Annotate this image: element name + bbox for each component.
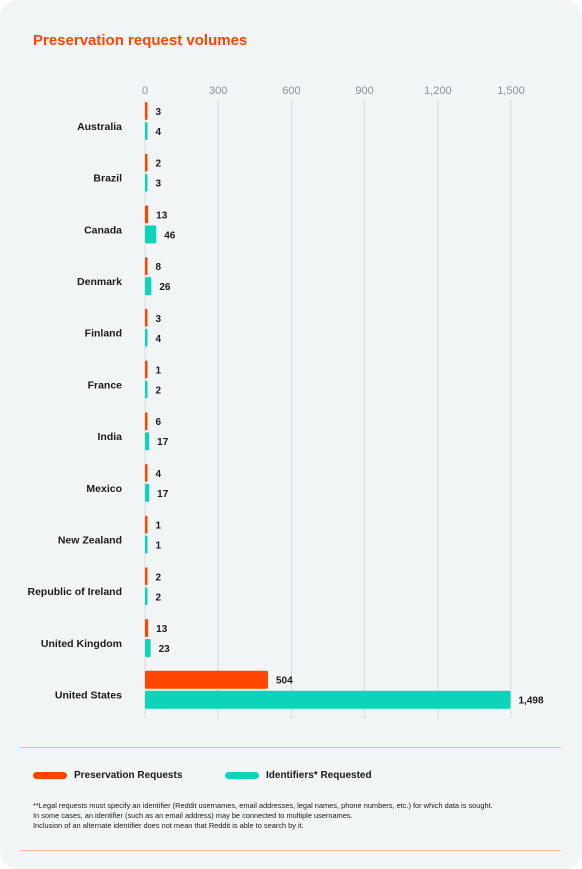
bar-identifiers-requested bbox=[145, 328, 148, 347]
x-tick-label: 900 bbox=[355, 85, 373, 97]
bar-identifiers-requested bbox=[145, 432, 150, 451]
footnote-bottom-divider bbox=[20, 850, 561, 851]
data-label: 46 bbox=[164, 230, 176, 241]
category-label: Finland bbox=[85, 328, 122, 340]
footnote-line: Inclusion of an alternate identifier doe… bbox=[33, 821, 304, 830]
bar-preservation-requests bbox=[145, 257, 148, 276]
legend-label-identifiers-requested: Identifiers* Requested bbox=[266, 769, 372, 781]
category-label: Mexico bbox=[86, 483, 122, 495]
bar-identifiers-requested bbox=[145, 690, 511, 709]
data-label: 3 bbox=[156, 179, 162, 190]
bar-identifiers-requested bbox=[145, 122, 148, 140]
bar-identifiers-requested bbox=[145, 173, 148, 192]
footnote-line: In some cases, an identifier (such as an… bbox=[33, 811, 353, 820]
x-tick-label: 1,200 bbox=[424, 85, 452, 97]
legend-swatch-preservation-requests bbox=[33, 771, 67, 779]
bar-identifiers-requested bbox=[145, 225, 157, 244]
data-label: 13 bbox=[156, 210, 168, 221]
x-tick-label: 600 bbox=[282, 85, 300, 97]
category-label: United Kingdom bbox=[41, 638, 122, 650]
data-label: 3 bbox=[156, 107, 162, 118]
data-label: 2 bbox=[156, 159, 162, 170]
footnote-line: **Legal requests must specify an identif… bbox=[33, 801, 493, 810]
data-label: 23 bbox=[159, 644, 171, 655]
x-tick-label: 300 bbox=[209, 85, 227, 97]
bar-preservation-requests bbox=[145, 567, 148, 586]
data-label: 4 bbox=[156, 469, 162, 480]
page-title: Preservation request volumes bbox=[33, 32, 248, 49]
data-label: 504 bbox=[276, 676, 293, 687]
data-label: 4 bbox=[156, 334, 162, 345]
bar-identifiers-requested bbox=[145, 483, 150, 502]
data-label: 1 bbox=[156, 366, 162, 377]
bar-preservation-requests bbox=[145, 308, 148, 327]
data-label: 2 bbox=[156, 386, 162, 397]
legend-item-identifiers-requested: Identifiers* Requested bbox=[225, 768, 372, 782]
bar-preservation-requests bbox=[145, 463, 148, 482]
data-label: 26 bbox=[159, 282, 171, 293]
bar-preservation-requests bbox=[145, 619, 149, 637]
data-label: 1 bbox=[156, 521, 162, 532]
category-label: France bbox=[88, 379, 123, 391]
category-label: Denmark bbox=[77, 276, 122, 288]
bar-identifiers-requested bbox=[145, 277, 152, 296]
data-label: 17 bbox=[157, 437, 169, 448]
bar-preservation-requests bbox=[145, 670, 268, 689]
category-label: Australia bbox=[77, 121, 122, 133]
category-label: Republic of Ireland bbox=[27, 586, 122, 598]
category-label: United States bbox=[55, 690, 122, 702]
x-tick-label: 1,500 bbox=[497, 85, 525, 97]
data-label: 6 bbox=[156, 417, 162, 428]
bar-preservation-requests bbox=[145, 153, 148, 172]
category-label: Canada bbox=[84, 224, 122, 236]
data-label: 1,498 bbox=[519, 696, 544, 707]
data-label: 1 bbox=[156, 541, 162, 552]
category-label: Brazil bbox=[93, 173, 122, 185]
x-tick-label: 0 bbox=[142, 85, 148, 97]
category-label: India bbox=[97, 431, 122, 443]
data-label: 2 bbox=[156, 572, 162, 583]
legend-swatch-identifiers-requested bbox=[225, 771, 259, 779]
bar-preservation-requests bbox=[145, 515, 148, 534]
legend-top-divider bbox=[20, 747, 561, 748]
legend-label-preservation-requests: Preservation Requests bbox=[74, 769, 183, 781]
bar-identifiers-requested bbox=[145, 587, 148, 606]
data-label: 2 bbox=[156, 592, 162, 603]
bar-preservation-requests bbox=[145, 102, 148, 120]
data-label: 13 bbox=[156, 624, 168, 635]
legend-item-preservation-requests: Preservation Requests bbox=[33, 768, 182, 782]
data-label: 3 bbox=[156, 314, 162, 325]
bar-preservation-requests bbox=[145, 412, 148, 431]
data-label: 4 bbox=[156, 127, 162, 138]
category-label: New Zealand bbox=[58, 534, 122, 546]
bar-identifiers-requested bbox=[145, 380, 148, 399]
bar-identifiers-requested bbox=[145, 535, 148, 554]
bar-identifiers-requested bbox=[145, 639, 151, 657]
footnote: **Legal requests must specify an identif… bbox=[33, 801, 553, 831]
bar-preservation-requests bbox=[145, 360, 148, 379]
bar-chart: 0 300 600 900 1,200 1,500Australia34Brazil23C… bbox=[27, 85, 544, 718]
bar-preservation-requests bbox=[145, 205, 149, 224]
data-label: 8 bbox=[156, 262, 162, 273]
data-label: 17 bbox=[157, 489, 169, 500]
